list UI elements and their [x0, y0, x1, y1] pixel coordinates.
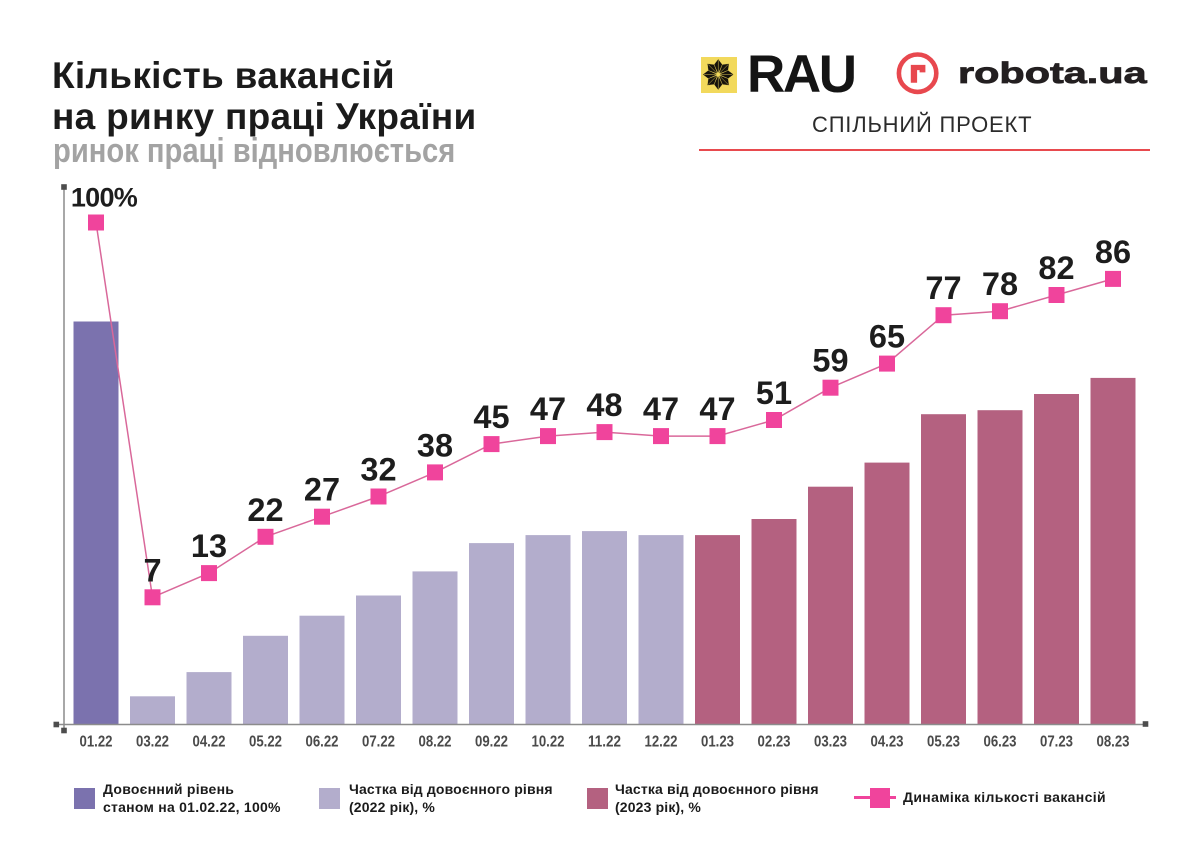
svg-text:22: 22 — [247, 492, 283, 528]
svg-text:47: 47 — [530, 391, 566, 427]
svg-text:51: 51 — [756, 375, 792, 411]
svg-text:77: 77 — [925, 270, 961, 306]
svg-text:59: 59 — [812, 343, 848, 379]
svg-text:07.23: 07.23 — [1040, 734, 1073, 751]
svg-text:08.23: 08.23 — [1097, 734, 1130, 751]
svg-text:82: 82 — [1038, 250, 1074, 286]
svg-text:07.22: 07.22 — [362, 734, 395, 751]
svg-text:13: 13 — [191, 528, 227, 564]
svg-text:06.22: 06.22 — [306, 734, 339, 751]
svg-text:01.23: 01.23 — [701, 734, 734, 751]
svg-text:27: 27 — [304, 472, 340, 508]
svg-text:04.23: 04.23 — [871, 734, 904, 751]
svg-text:47: 47 — [699, 391, 735, 427]
svg-text:86: 86 — [1095, 234, 1131, 270]
svg-text:11.22: 11.22 — [588, 734, 621, 751]
svg-text:06.23: 06.23 — [984, 734, 1017, 751]
svg-text:02.23: 02.23 — [758, 734, 791, 751]
svg-text:12.22: 12.22 — [645, 734, 678, 751]
svg-text:03.23: 03.23 — [814, 734, 847, 751]
svg-text:48: 48 — [586, 387, 622, 423]
svg-text:05.22: 05.22 — [249, 734, 282, 751]
svg-text:08.22: 08.22 — [419, 734, 452, 751]
svg-text:32: 32 — [360, 452, 396, 488]
svg-text:7: 7 — [143, 552, 161, 588]
svg-text:78: 78 — [982, 266, 1018, 302]
svg-text:45: 45 — [473, 399, 509, 435]
svg-text:38: 38 — [417, 427, 453, 463]
svg-text:10.22: 10.22 — [532, 734, 565, 751]
svg-text:01.22: 01.22 — [80, 734, 113, 751]
svg-text:04.22: 04.22 — [193, 734, 226, 751]
svg-text:09.22: 09.22 — [475, 734, 508, 751]
svg-text:100%: 100% — [71, 183, 138, 213]
svg-text:05.23: 05.23 — [927, 734, 960, 751]
svg-text:03.22: 03.22 — [136, 734, 169, 751]
svg-text:65: 65 — [869, 319, 905, 355]
svg-text:47: 47 — [643, 391, 679, 427]
